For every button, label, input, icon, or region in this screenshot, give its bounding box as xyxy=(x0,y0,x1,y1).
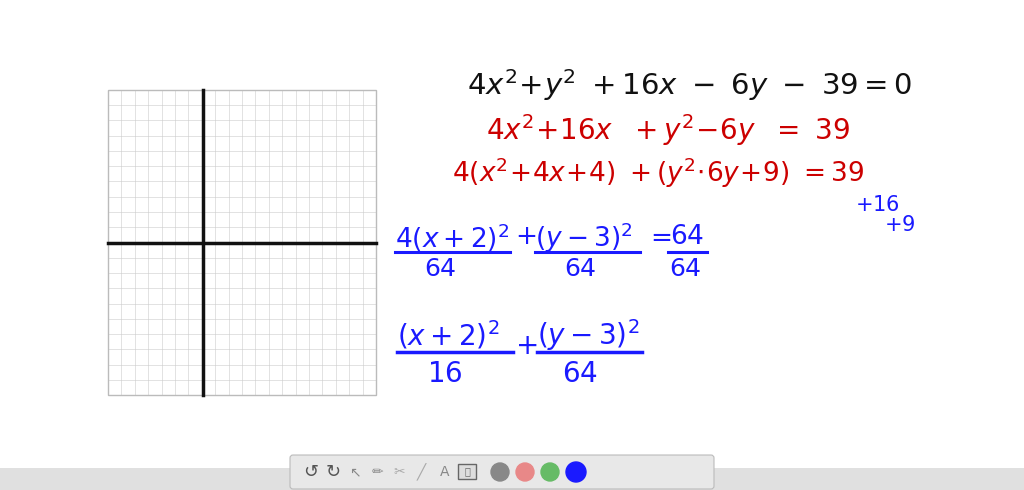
Text: $64$: $64$ xyxy=(562,363,598,388)
Circle shape xyxy=(490,463,509,481)
Text: ↖: ↖ xyxy=(349,465,360,479)
Text: $64$: $64$ xyxy=(669,259,701,281)
Text: $+$: $+$ xyxy=(515,226,537,250)
Text: $+16$: $+16$ xyxy=(855,195,899,215)
Text: $16$: $16$ xyxy=(427,363,463,388)
Bar xyxy=(108,90,376,395)
Text: $(x+2)^2$: $(x+2)^2$ xyxy=(397,318,500,351)
Text: $64$: $64$ xyxy=(424,259,457,281)
Bar xyxy=(0,468,1024,490)
Text: $+9$: $+9$ xyxy=(885,215,915,235)
FancyBboxPatch shape xyxy=(290,455,714,489)
Text: $4x^2\!+\!y^2\ +16x\ -\ 6y\ -\ 39 = 0$: $4x^2\!+\!y^2\ +16x\ -\ 6y\ -\ 39 = 0$ xyxy=(467,67,912,103)
Text: ⛰: ⛰ xyxy=(464,466,470,476)
Text: $4(x+2)^2$: $4(x+2)^2$ xyxy=(395,222,509,254)
Bar xyxy=(458,464,476,479)
Circle shape xyxy=(566,462,586,482)
Circle shape xyxy=(541,463,559,481)
Text: $4x^2\!+\!16x\ \ +y^2\!-\!6y\ \ =\ 39$: $4x^2\!+\!16x\ \ +y^2\!-\!6y\ \ =\ 39$ xyxy=(486,112,850,148)
Text: $(y-3)^2$: $(y-3)^2$ xyxy=(537,317,639,353)
Text: $64$: $64$ xyxy=(564,259,596,281)
Text: $4(x^2\!+\!4x\!+\!4)\ +(y^2\!\cdot\! 6y\!+\!9)\ =39$: $4(x^2\!+\!4x\!+\!4)\ +(y^2\!\cdot\! 6y\… xyxy=(452,156,864,190)
Text: ✂: ✂ xyxy=(393,465,404,479)
Text: ↺: ↺ xyxy=(303,463,318,481)
Text: ↻: ↻ xyxy=(326,463,341,481)
Text: $64$: $64$ xyxy=(670,226,705,250)
Text: ╱: ╱ xyxy=(417,463,426,481)
Text: $+$: $+$ xyxy=(515,336,538,360)
Text: $(y-3)^2$: $(y-3)^2$ xyxy=(535,221,633,255)
Text: A: A xyxy=(440,465,450,479)
Text: $=$: $=$ xyxy=(645,226,672,250)
Circle shape xyxy=(516,463,534,481)
Text: ✏: ✏ xyxy=(371,465,383,479)
